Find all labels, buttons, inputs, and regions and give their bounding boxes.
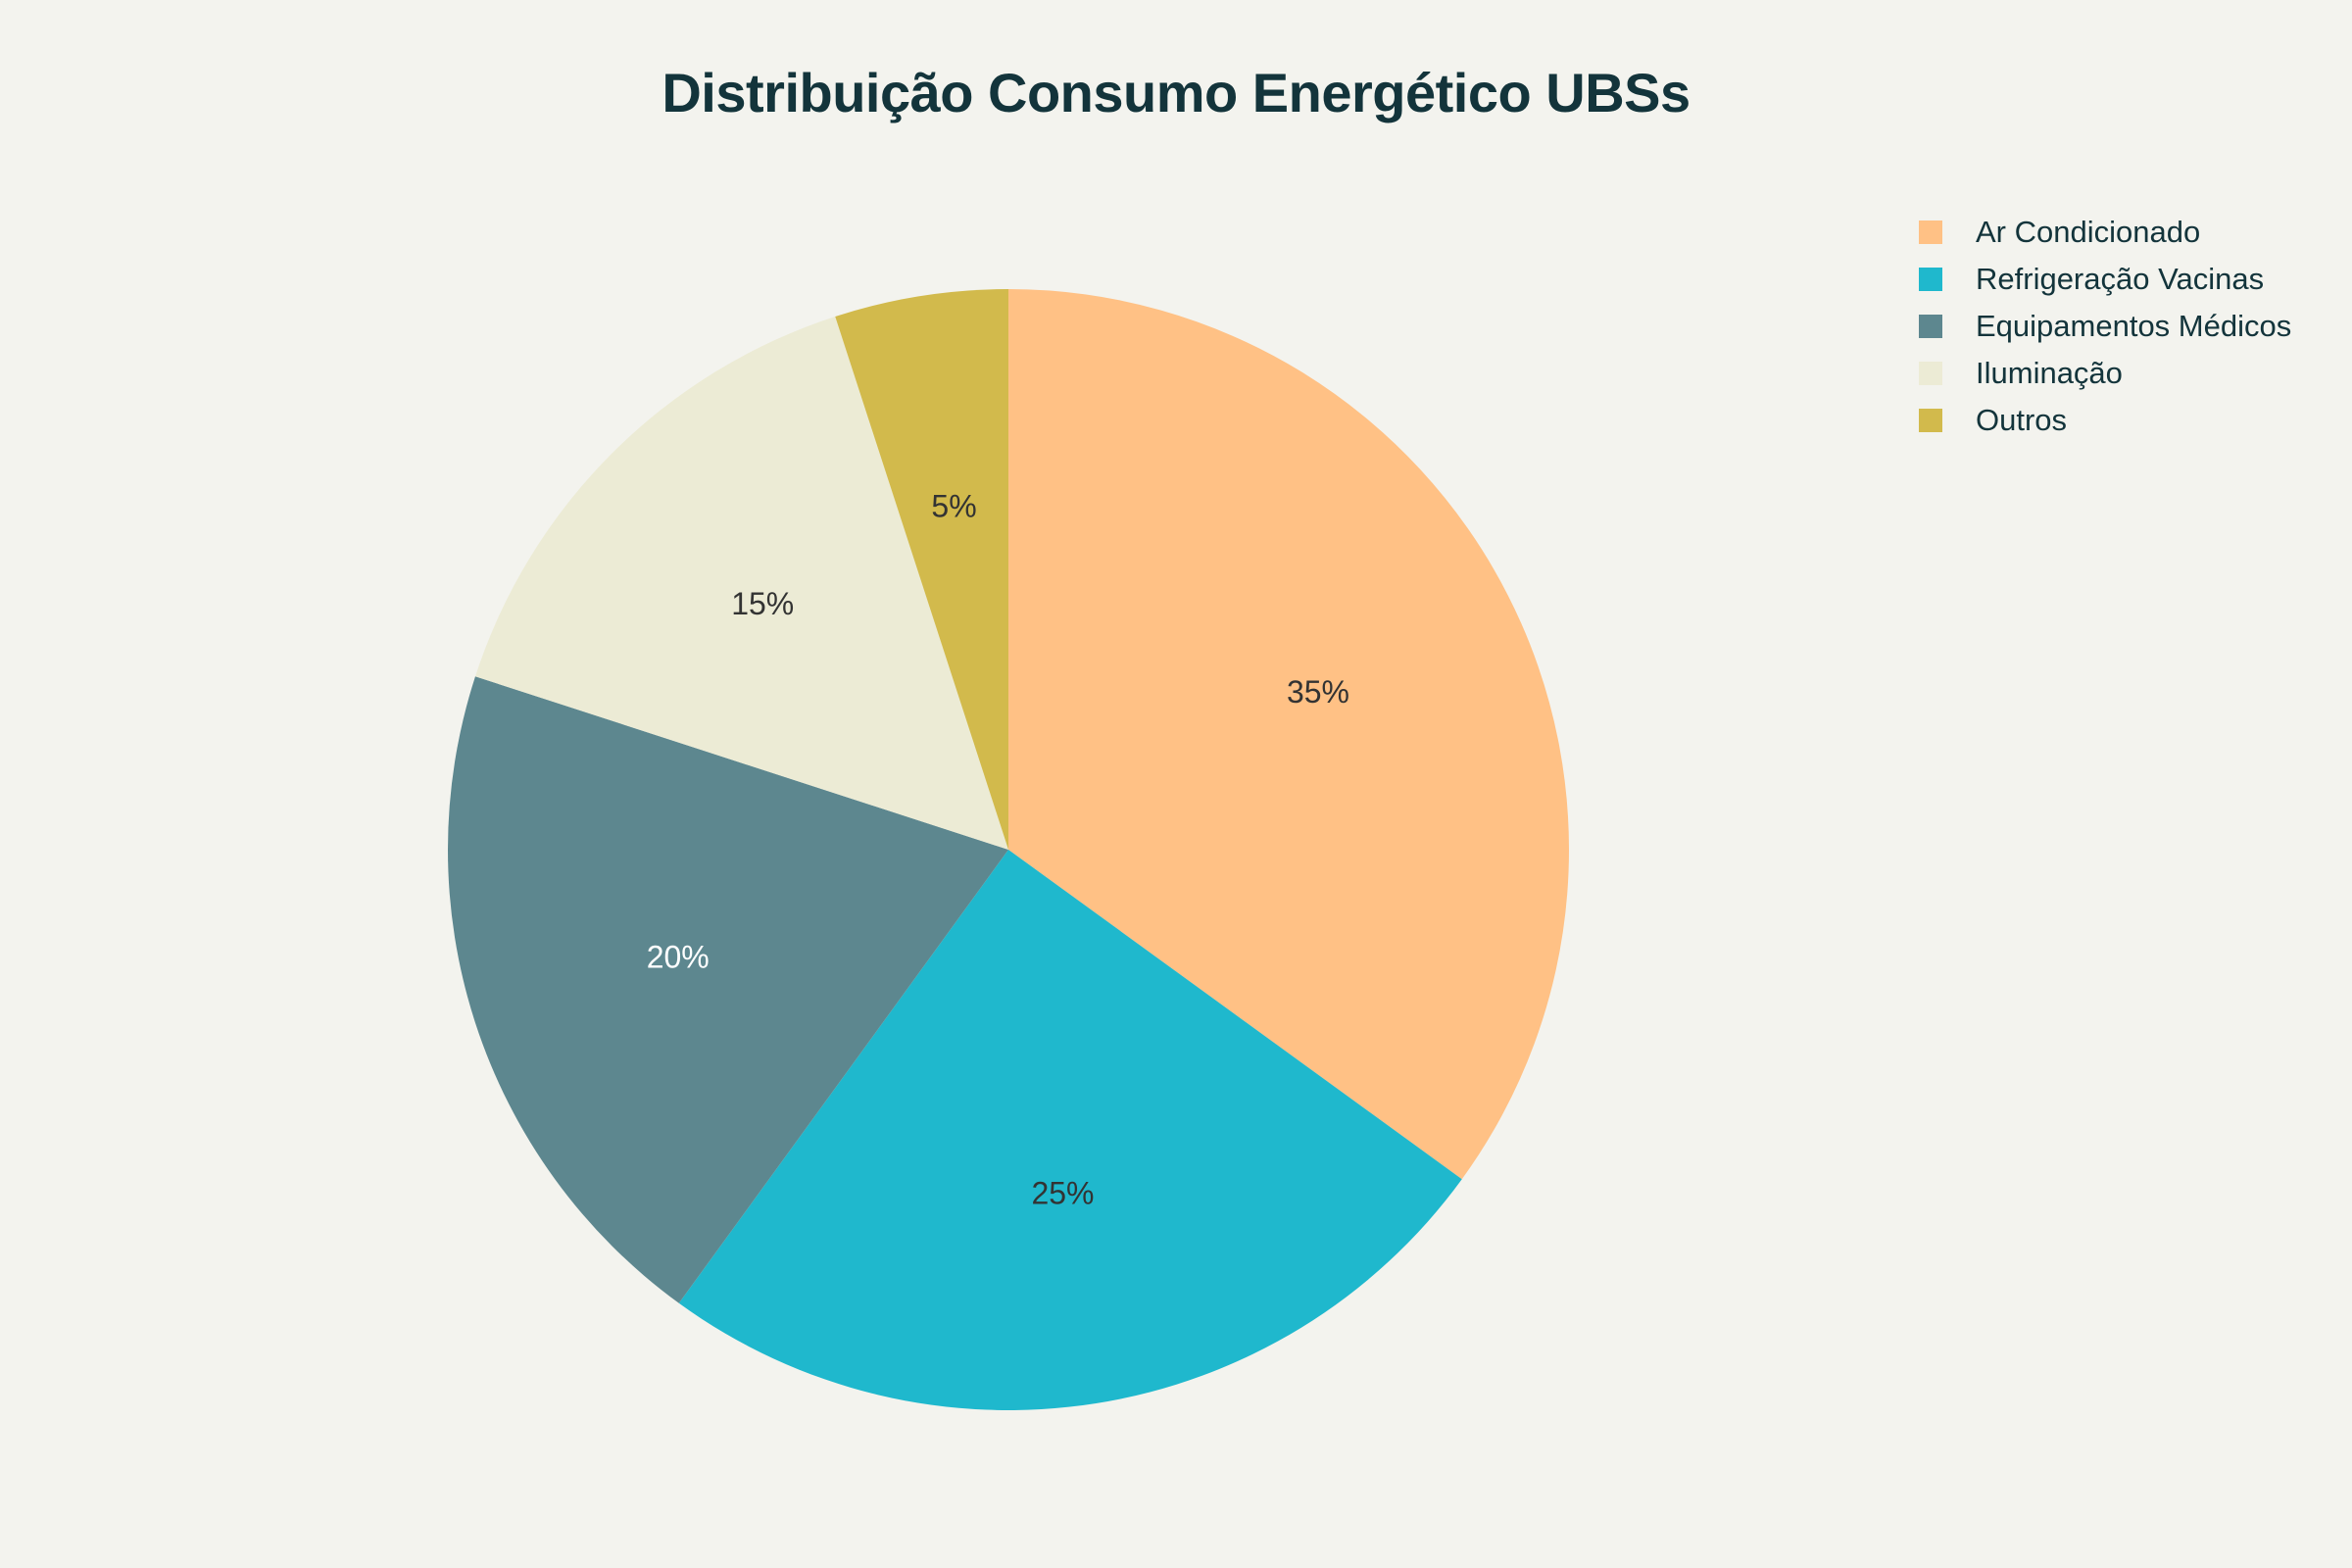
slice-value-label-equipamentos-medicos: 20% xyxy=(647,940,710,975)
chart-title: Distribuição Consumo Energético UBSs xyxy=(662,62,1690,123)
pie-slice-outros[interactable] xyxy=(835,289,1008,850)
legend-swatch xyxy=(1919,220,1942,244)
legend-label: Refrigeração Vacinas xyxy=(1976,262,2265,296)
pie-slice-refrigeracao-vacinas[interactable] xyxy=(678,850,1462,1410)
pie-slices xyxy=(448,289,1569,1410)
legend-swatch xyxy=(1919,362,1942,385)
legend-item-outros[interactable]: Outros xyxy=(1919,397,2291,444)
pie-value-labels: 35% 25% 20% 15% 5% xyxy=(647,489,1349,1211)
legend-item-iluminacao[interactable]: Iluminação xyxy=(1919,350,2291,397)
legend-item-refrigeracao-vacinas[interactable]: Refrigeração Vacinas xyxy=(1919,256,2291,303)
legend-item-equipamentos-medicos[interactable]: Equipamentos Médicos xyxy=(1919,303,2291,350)
legend: Ar Condicionado Refrigeração Vacinas Equip… xyxy=(1919,209,2291,444)
slice-value-label-ar-condicionado: 35% xyxy=(1287,674,1349,710)
slice-value-label-iluminacao: 15% xyxy=(731,586,794,621)
legend-swatch xyxy=(1919,315,1942,338)
legend-label: Iluminação xyxy=(1976,356,2123,390)
pie-slice-iluminacao[interactable] xyxy=(474,316,1008,850)
legend-label: Outros xyxy=(1976,403,2068,437)
legend-swatch xyxy=(1919,409,1942,432)
pie-slice-ar-condicionado[interactable] xyxy=(1008,289,1569,1180)
pie-slice-equipamentos-medicos[interactable] xyxy=(448,676,1009,1303)
slice-value-label-refrigeracao-vacinas: 25% xyxy=(1031,1175,1094,1210)
legend-swatch xyxy=(1919,268,1942,291)
legend-label: Equipamentos Médicos xyxy=(1976,309,2292,343)
legend-label: Ar Condicionado xyxy=(1976,215,2201,249)
slice-value-label-outros: 5% xyxy=(931,489,976,524)
legend-item-ar-condicionado[interactable]: Ar Condicionado xyxy=(1919,209,2291,256)
